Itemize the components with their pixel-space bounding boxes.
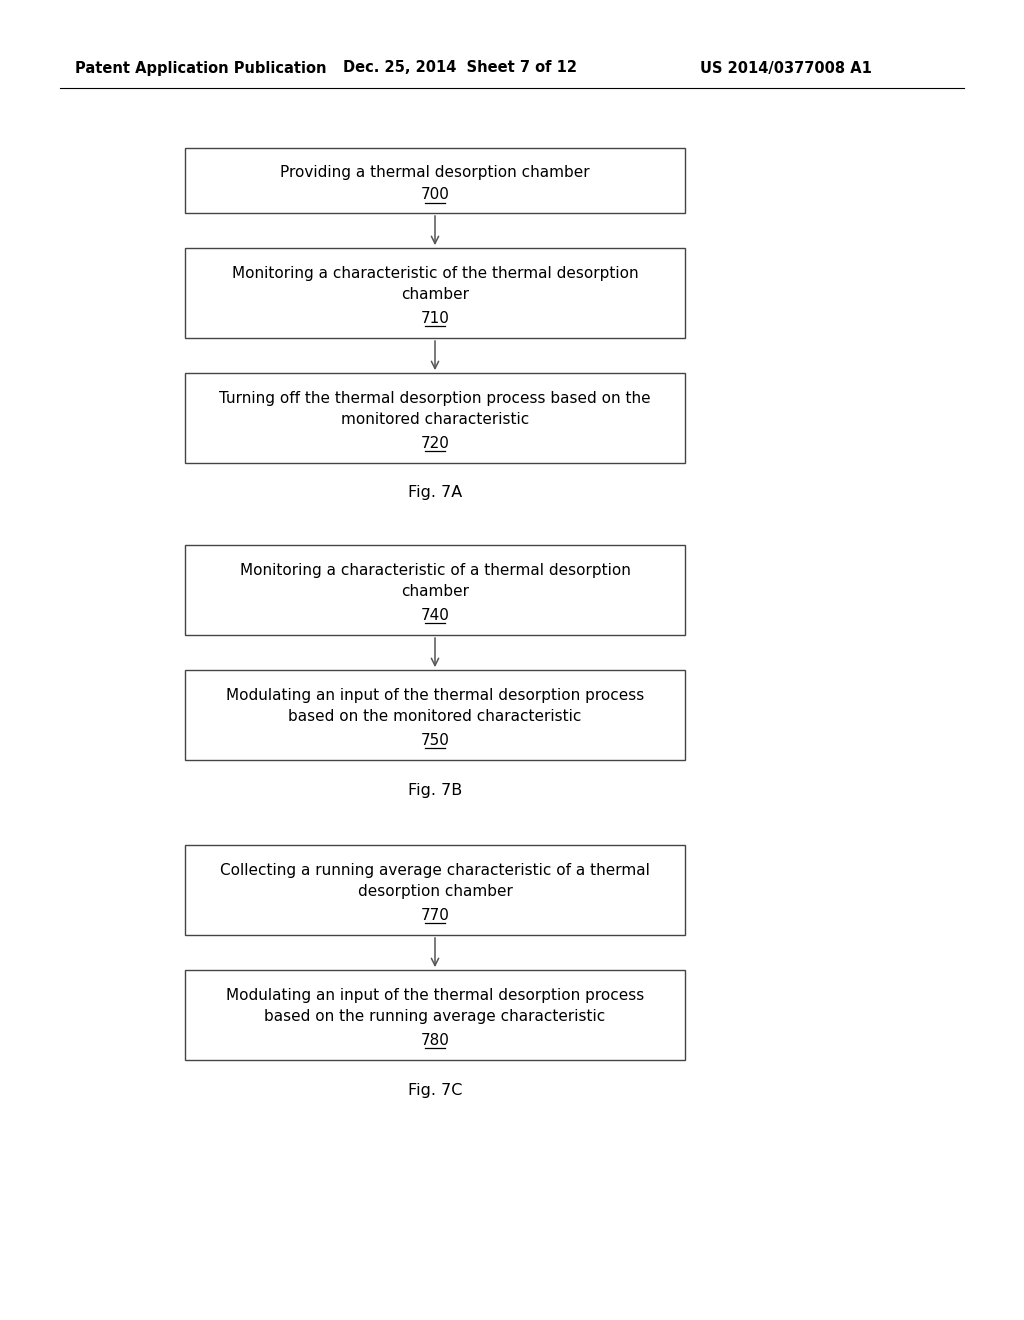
Text: 710: 710 [421, 310, 450, 326]
Text: Monitoring a characteristic of a thermal desorption: Monitoring a characteristic of a thermal… [240, 562, 631, 578]
Text: Modulating an input of the thermal desorption process: Modulating an input of the thermal desor… [226, 688, 644, 702]
Text: Modulating an input of the thermal desorption process: Modulating an input of the thermal desor… [226, 987, 644, 1003]
Text: Monitoring a characteristic of the thermal desorption: Monitoring a characteristic of the therm… [231, 265, 638, 281]
Text: desorption chamber: desorption chamber [357, 884, 512, 899]
Bar [185, 148, 685, 213]
Text: Turning off the thermal desorption process based on the: Turning off the thermal desorption proce… [219, 391, 651, 405]
Text: monitored characteristic: monitored characteristic [341, 412, 529, 428]
Text: based on the monitored characteristic: based on the monitored characteristic [289, 709, 582, 725]
Text: chamber: chamber [401, 288, 469, 302]
Text: 700: 700 [421, 187, 450, 202]
Text: based on the running average characteristic: based on the running average characteris… [264, 1010, 605, 1024]
Text: 750: 750 [421, 733, 450, 747]
Text: Providing a thermal desorption chamber: Providing a thermal desorption chamber [281, 165, 590, 181]
Text: 780: 780 [421, 1032, 450, 1048]
Text: Fig. 7B: Fig. 7B [408, 783, 462, 797]
Text: Dec. 25, 2014  Sheet 7 of 12: Dec. 25, 2014 Sheet 7 of 12 [343, 61, 577, 75]
Bar [185, 545, 685, 635]
Bar [185, 248, 685, 338]
Text: 770: 770 [421, 908, 450, 923]
Text: Fig. 7C: Fig. 7C [408, 1082, 462, 1097]
Text: 740: 740 [421, 607, 450, 623]
Text: 720: 720 [421, 436, 450, 450]
Bar [185, 671, 685, 760]
Text: Fig. 7A: Fig. 7A [408, 486, 462, 500]
Text: Patent Application Publication: Patent Application Publication [75, 61, 327, 75]
Text: Collecting a running average characteristic of a thermal: Collecting a running average characteris… [220, 863, 650, 878]
Bar [185, 374, 685, 463]
Text: US 2014/0377008 A1: US 2014/0377008 A1 [700, 61, 871, 75]
Bar [185, 845, 685, 935]
Bar [185, 970, 685, 1060]
Text: chamber: chamber [401, 585, 469, 599]
